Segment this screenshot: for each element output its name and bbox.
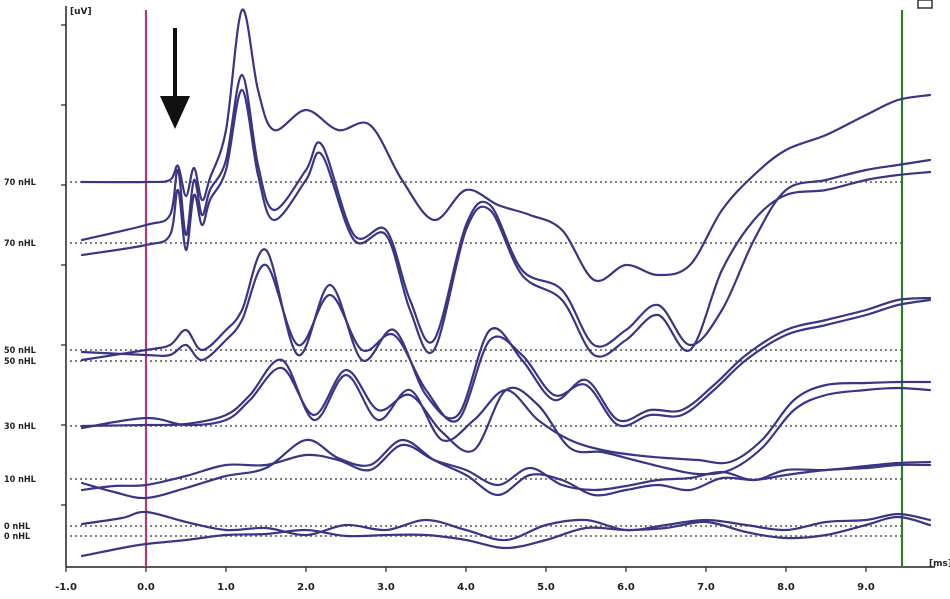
axes: [uV] [ms] -1.0 0.0 1.0 2.0 3.0 4.0 5.0 6.0 7.0 8.… [55, 6, 950, 593]
waveform-trace-0 [80, 8, 932, 283]
waveform-trace-5 [80, 358, 932, 465]
waveform-trace-8 [80, 443, 932, 492]
level-label-2: 50 nHL [4, 346, 36, 356]
level-label-7: 0 nHL [4, 532, 30, 542]
arrow-head [160, 96, 190, 129]
y-axis-ticks [61, 24, 66, 506]
x-tick-label-3: 2.0 [297, 582, 315, 593]
waveform-traces [80, 8, 932, 558]
y-axis-unit-label: [uV] [70, 7, 92, 17]
x-tick-label-1: 0.0 [137, 582, 155, 593]
time-markers [144, 10, 904, 567]
waveform-trace-4 [80, 263, 932, 428]
down-arrow-icon [160, 28, 190, 129]
waveform-trace-9 [80, 510, 932, 542]
x-tick-label-8: 7.0 [697, 582, 715, 593]
level-label-0: 70 nHL [4, 178, 36, 188]
x-tick-label-2: 1.0 [217, 582, 235, 593]
x-tick-label-6: 5.0 [537, 582, 555, 593]
waveform-trace-2 [80, 88, 932, 358]
level-label-6: 0 nHL [4, 522, 30, 532]
x-axis-ticks: -1.0 0.0 1.0 2.0 3.0 4.0 5.0 6.0 7.0 8.0 9.0 [55, 567, 875, 593]
level-label-5: 10 nHL [4, 475, 36, 485]
waveform-trace-1 [80, 73, 932, 348]
waveform-trace-6 [80, 366, 932, 476]
level-label-3: 50 nHL [4, 357, 36, 367]
x-tick-label-0: -1.0 [55, 582, 77, 593]
waveform-trace-7 [80, 438, 932, 500]
baseline-lines [70, 181, 902, 537]
x-tick-label-10: 9.0 [857, 582, 875, 593]
x-tick-label-5: 4.0 [457, 582, 475, 593]
waveform-trace-3 [80, 248, 932, 423]
x-tick-label-4: 3.0 [377, 582, 395, 593]
x-tick-label-7: 6.0 [617, 582, 635, 593]
x-axis-unit-label: [ms] [929, 559, 950, 569]
corner-box-icon [917, 0, 933, 9]
level-label-1: 70 nHL [4, 239, 36, 249]
x-tick-label-9: 8.0 [777, 582, 795, 593]
level-label-4: 30 nHL [4, 422, 36, 432]
waveform-trace-10 [80, 515, 932, 558]
